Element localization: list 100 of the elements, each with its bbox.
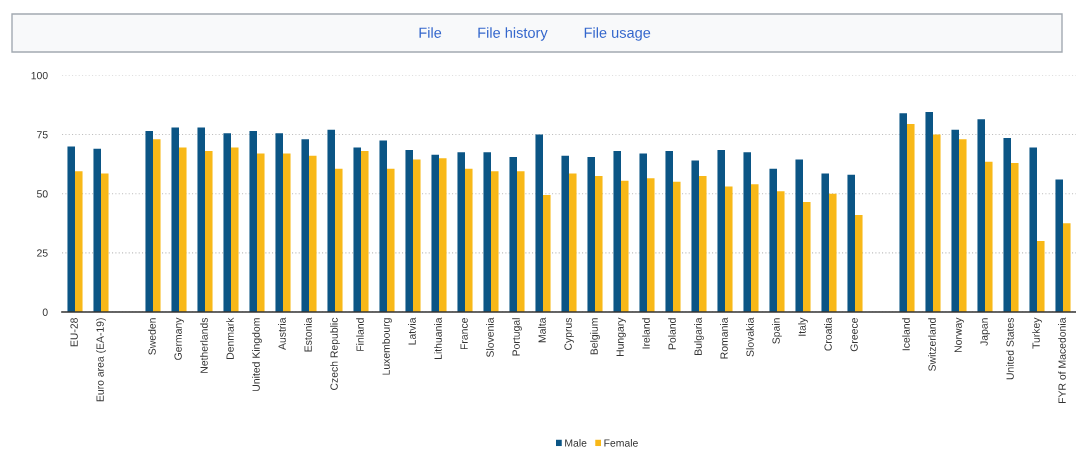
bar bbox=[795, 159, 803, 312]
y-tick-label: 0 bbox=[42, 308, 48, 316]
bar bbox=[491, 171, 499, 312]
bar bbox=[101, 173, 109, 312]
bar bbox=[743, 152, 751, 312]
bar bbox=[933, 134, 941, 312]
bar bbox=[647, 178, 655, 312]
bar bbox=[959, 139, 967, 312]
bar bbox=[699, 175, 707, 312]
bar bbox=[985, 161, 993, 312]
bar bbox=[1037, 241, 1045, 312]
bar bbox=[197, 127, 205, 312]
bar bbox=[907, 123, 915, 312]
bar bbox=[1055, 179, 1063, 312]
bar bbox=[257, 153, 265, 312]
bar bbox=[977, 119, 985, 312]
y-tick-label: 50 bbox=[36, 190, 48, 198]
bar bbox=[457, 152, 465, 312]
x-tick-label: Denmark bbox=[226, 317, 234, 359]
bar bbox=[431, 154, 439, 312]
bar bbox=[439, 158, 447, 312]
bar bbox=[153, 139, 161, 312]
bar bbox=[899, 113, 907, 312]
bar bbox=[171, 127, 179, 312]
x-tick-label: Switzerland bbox=[928, 318, 936, 371]
bar bbox=[67, 146, 75, 312]
bar bbox=[621, 180, 629, 312]
bar bbox=[829, 193, 837, 312]
x-tick-label: Germany bbox=[174, 317, 184, 360]
bar bbox=[517, 171, 525, 312]
bar bbox=[223, 133, 231, 312]
bar bbox=[535, 134, 543, 312]
x-tick-label: Finland bbox=[356, 318, 364, 351]
bar bbox=[665, 151, 673, 312]
bar bbox=[725, 186, 733, 312]
x-tick-label: Hungary bbox=[616, 317, 626, 357]
x-tick-label: Netherlands bbox=[200, 317, 208, 373]
bar bbox=[1029, 147, 1037, 312]
x-tick-label: Portugal bbox=[512, 318, 522, 356]
bar bbox=[465, 168, 473, 312]
bar bbox=[509, 157, 517, 312]
bar bbox=[613, 151, 621, 312]
bar bbox=[1063, 223, 1071, 312]
bar bbox=[405, 149, 413, 312]
x-tick-label: Poland bbox=[668, 318, 676, 350]
bar bbox=[361, 151, 369, 312]
bar bbox=[379, 140, 387, 312]
text: File history bbox=[478, 27, 548, 41]
bar bbox=[75, 171, 83, 312]
bar bbox=[543, 194, 551, 312]
x-tick-label: Italy bbox=[798, 317, 808, 336]
bar bbox=[803, 201, 811, 312]
bar bbox=[769, 168, 777, 312]
x-tick-label: Luxembourg bbox=[382, 318, 392, 375]
bar bbox=[595, 175, 603, 312]
bar bbox=[231, 147, 239, 312]
bar bbox=[179, 147, 187, 312]
bar bbox=[639, 153, 647, 312]
bar bbox=[283, 153, 291, 312]
bar bbox=[93, 148, 101, 312]
bar bbox=[691, 160, 699, 312]
legend-label: Male bbox=[565, 439, 587, 447]
bar bbox=[327, 129, 335, 312]
text: File bbox=[419, 27, 442, 38]
x-tick-label: EU-28 bbox=[70, 318, 78, 347]
bar bbox=[673, 181, 681, 312]
bar bbox=[1003, 138, 1011, 312]
bar bbox=[335, 168, 343, 312]
bar bbox=[561, 155, 569, 312]
x-tick-label: United Kingdom bbox=[252, 318, 262, 391]
bar bbox=[855, 214, 863, 312]
x-tick-label: Slovenia bbox=[486, 317, 494, 358]
bar bbox=[717, 149, 725, 312]
x-tick-label: Czech Republic bbox=[330, 317, 340, 390]
bar bbox=[353, 147, 361, 312]
x-tick-label: United States bbox=[1006, 317, 1014, 380]
bar bbox=[925, 112, 933, 312]
x-tick-label: Estonia bbox=[304, 317, 312, 352]
x-tick-label: Norway bbox=[954, 317, 964, 353]
bar bbox=[821, 173, 829, 312]
bar bbox=[483, 152, 491, 312]
y-tick-label: 100 bbox=[31, 71, 48, 80]
x-tick-label: FYR of Macedonia bbox=[1058, 317, 1066, 403]
x-tick-label: Malta bbox=[538, 317, 546, 343]
bar bbox=[145, 131, 153, 312]
x-tick-label: Spain bbox=[772, 318, 782, 344]
bar bbox=[1011, 162, 1019, 312]
y-tick-label: 75 bbox=[37, 131, 48, 139]
bar bbox=[309, 155, 317, 312]
bar bbox=[847, 174, 855, 312]
x-tick-label: Bulgaria bbox=[694, 317, 704, 355]
x-tick-label: Romania bbox=[720, 317, 728, 359]
bar bbox=[777, 191, 785, 312]
x-tick-label: Turkey bbox=[1032, 317, 1042, 349]
x-tick-label: Lithuania bbox=[434, 317, 442, 359]
y-tick-label: 25 bbox=[37, 249, 48, 257]
x-tick-label: Belgium bbox=[590, 318, 600, 355]
bar bbox=[587, 157, 595, 312]
bar bbox=[751, 184, 759, 312]
x-tick-label: Greece bbox=[850, 318, 858, 352]
